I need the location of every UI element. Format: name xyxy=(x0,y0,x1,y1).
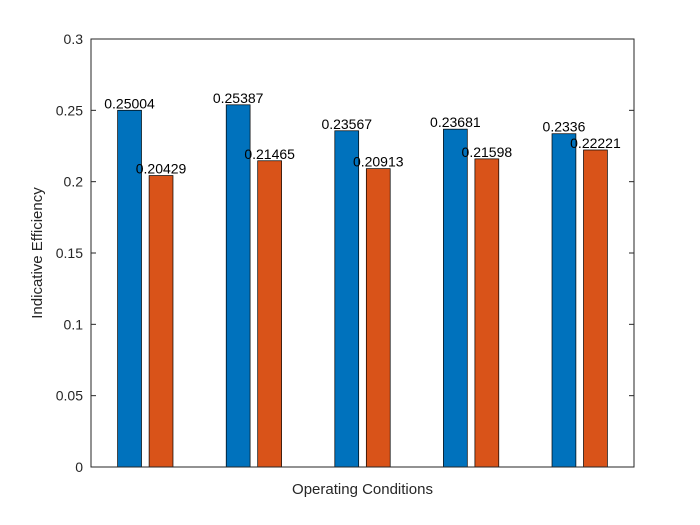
data-label-series-2-group-1: 0.20429 xyxy=(136,161,187,177)
bar-series-1-group-5 xyxy=(551,133,577,468)
data-labels-group: 0.25004 0.20429 0.25387 0.21465 0.23567 0.209… xyxy=(104,90,621,177)
y-axis-label: Indicative Efficiency xyxy=(29,187,46,319)
bar-series-1-group-4 xyxy=(443,128,468,468)
y-tick-label: 0.25 xyxy=(56,102,83,118)
data-label-series-1-group-3: 0.23567 xyxy=(321,116,372,132)
data-label-series-1-group-2: 0.25387 xyxy=(213,90,264,106)
bar-series-1-group-3 xyxy=(334,130,360,468)
plot-area xyxy=(91,39,634,467)
y-tick-label: 0.05 xyxy=(56,388,83,404)
y-tick-label: 0 xyxy=(75,459,83,475)
bar-series-2-group-2 xyxy=(257,160,282,468)
data-label-series-2-group-2: 0.21465 xyxy=(244,146,295,162)
x-axis-label: Operating Conditions xyxy=(292,481,433,498)
bars-group xyxy=(117,104,608,468)
y-tick-label: 0.2 xyxy=(64,174,84,190)
data-label-series-1-group-1: 0.25004 xyxy=(104,95,155,111)
data-label-series-2-group-4: 0.21598 xyxy=(462,144,513,160)
data-label-series-2-group-5: 0.22221 xyxy=(570,135,621,151)
data-label-series-1-group-4: 0.23681 xyxy=(430,114,481,130)
y-tick-label: 0.1 xyxy=(64,316,84,332)
bar-series-2-group-5 xyxy=(583,149,608,468)
bar-series-2-group-4 xyxy=(474,158,500,468)
y-tick-label: 0.3 xyxy=(64,31,84,47)
bar-series-2-group-3 xyxy=(365,168,391,468)
data-label-series-1-group-5: 0.2336 xyxy=(543,119,586,135)
y-axis: 0 0.05 0.1 0.15 0.2 0.25 0.3 xyxy=(56,31,634,475)
data-label-series-2-group-3: 0.20913 xyxy=(353,154,404,170)
y-tick-label: 0.15 xyxy=(56,245,83,261)
bar-series-2-group-1 xyxy=(148,175,174,468)
